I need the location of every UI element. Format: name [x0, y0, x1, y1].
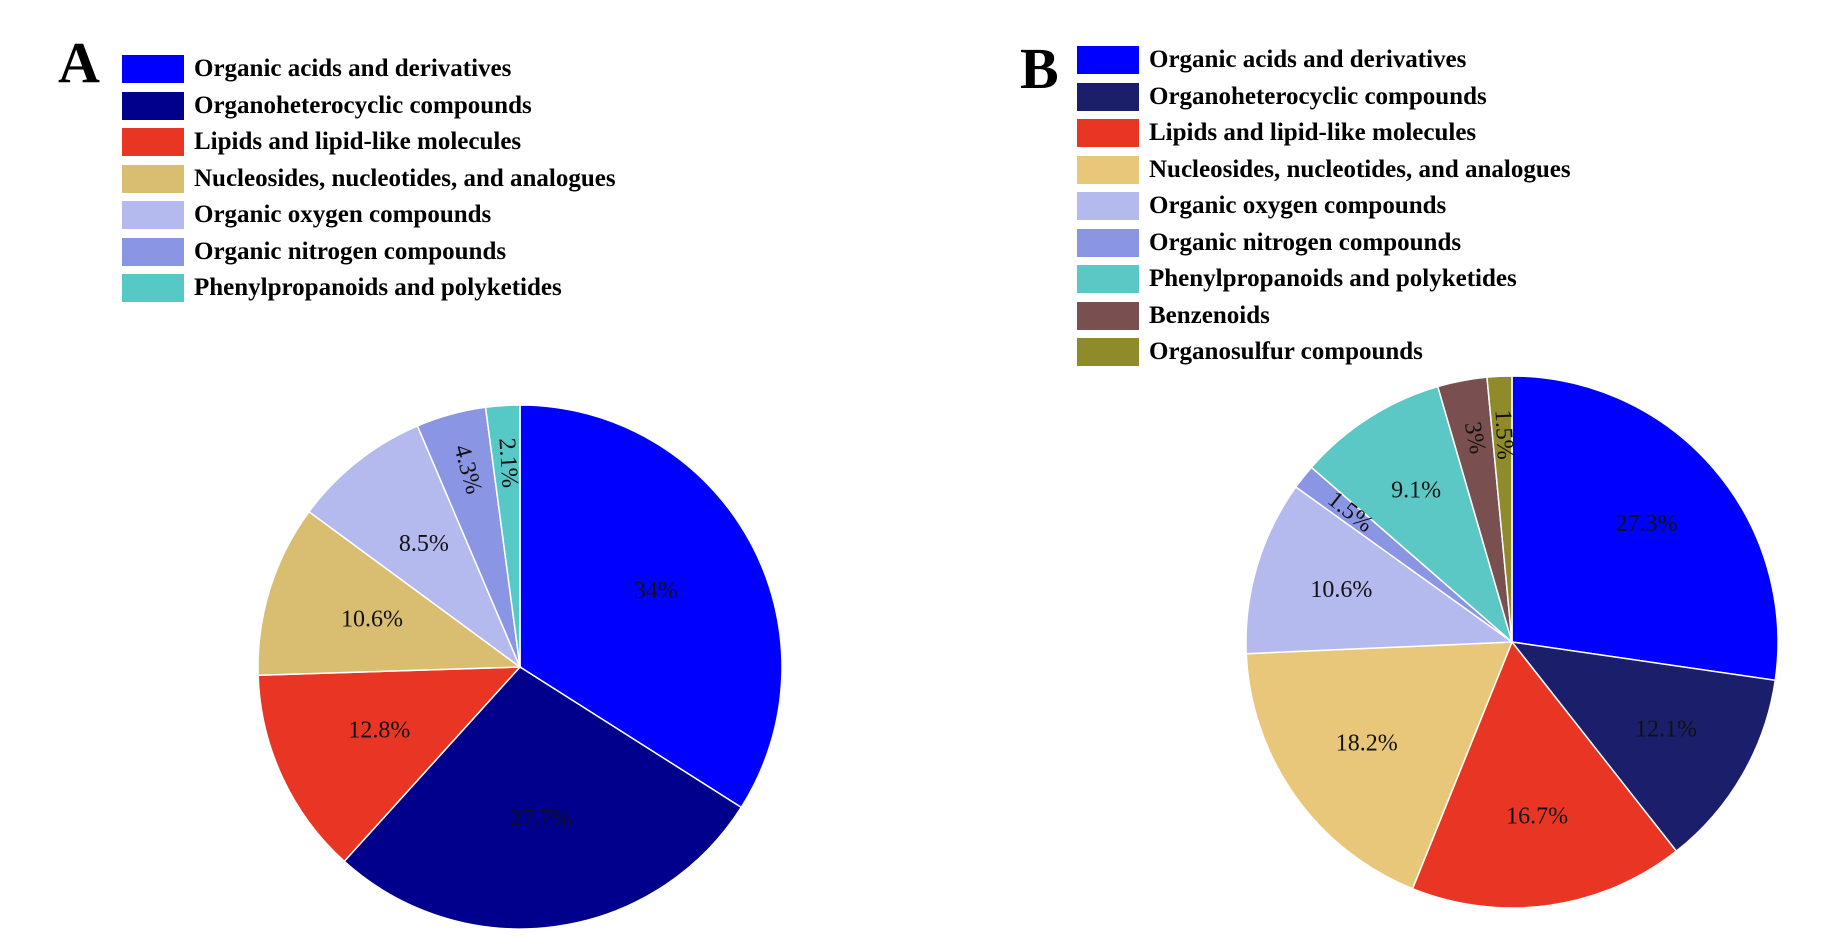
legend-swatch: [1077, 265, 1139, 294]
legend-label: Organoheterocyclic compounds: [1149, 82, 1487, 110]
data-label: 18.2%: [1336, 730, 1398, 756]
legend-item-lipids-and-lipid-like-molecules: Lipids and lipid-like molecules: [1077, 115, 1571, 152]
legend-item-organic-acids-and-derivatives: Organic acids and derivatives: [122, 51, 616, 88]
pie-slice-lipids-and-lipid-like-molecules: [1411, 640, 1678, 909]
legend-label: Organic nitrogen compounds: [194, 237, 507, 265]
data-label: 27.7%: [510, 806, 572, 832]
legend-swatch: [1077, 301, 1139, 330]
legend-item-organic-nitrogen-compounds: Organic nitrogen compounds: [1077, 225, 1571, 262]
legend-item-organic-oxygen-compounds: Organic oxygen compounds: [1077, 188, 1571, 225]
pie-slice-organosulfur-compounds: [1486, 375, 1513, 643]
data-label: 10.6%: [341, 606, 403, 632]
legend-item-phenylpropanoids-and-polyketides: Phenylpropanoids and polyketides: [1077, 261, 1571, 298]
pie-slice-nucleosides-nucleotides-and-analogues: [257, 510, 523, 677]
legend-item-organosulfur-compounds: Organosulfur compounds: [1077, 334, 1571, 371]
data-label: 1.5%: [1490, 409, 1518, 460]
legend-swatch: [122, 55, 184, 84]
data-label: 9.1%: [1391, 478, 1441, 504]
pie-slice-organoheterocyclic-compounds: [1510, 640, 1777, 853]
data-label: 3%: [1459, 420, 1491, 456]
legend-swatch: [1077, 82, 1139, 111]
legend-label: Phenylpropanoids and polyketides: [1149, 265, 1517, 293]
legend-label: Nucleosides, nucleotides, and analogues: [194, 164, 616, 192]
legend-item-nucleosides-nucleotides-and-analogues: Nucleosides, nucleotides, and analogues: [1077, 152, 1571, 189]
data-label: 27.3%: [1616, 511, 1678, 537]
pie-chart: 27.3%12.1%16.7%18.2%10.6%1.5% 9.1%3% 1.5%: [1245, 375, 1779, 909]
legend-label: Organosulfur compounds: [1149, 338, 1423, 366]
pie-slice-organic-acids-and-derivatives: [1511, 375, 1779, 682]
panel-label: A: [58, 30, 100, 95]
legend-label: Phenylpropanoids and polyketides: [194, 274, 562, 302]
legend: Organic acids and derivatives Organoheter…: [1077, 42, 1571, 371]
legend-label: Organic oxygen compounds: [1149, 192, 1447, 220]
legend-swatch: [122, 237, 184, 266]
legend-item-organic-oxygen-compounds: Organic oxygen compounds: [122, 197, 616, 234]
legend-label: Organic acids and derivatives: [1149, 46, 1467, 74]
legend: Organic acids and derivatives Organoheter…: [122, 51, 616, 307]
legend-label: Benzenoids: [1149, 301, 1270, 329]
data-label: 10.6%: [1310, 577, 1372, 603]
legend-swatch: [1077, 46, 1139, 75]
data-label: 8.5%: [399, 531, 449, 557]
legend-swatch: [1077, 119, 1139, 148]
data-label: 2.1%: [493, 437, 522, 489]
legend-swatch: [1077, 228, 1139, 257]
legend-swatch: [1077, 338, 1139, 367]
panel-label: B: [1020, 36, 1059, 101]
legend-swatch: [122, 128, 184, 157]
pie-slice-phenylpropanoids-and-polyketides: [1310, 385, 1514, 645]
legend-item-nucleosides-nucleotides-and-analogues: Nucleosides, nucleotides, and analogues: [122, 161, 616, 198]
data-label: 12.1%: [1635, 717, 1697, 743]
legend-item-organoheterocyclic-compounds: Organoheterocyclic compounds: [1077, 79, 1571, 116]
chart-panel-b: B Organic acids and derivatives Organohet…: [917, 0, 1834, 952]
pie-chart: 34%27.7%12.8%10.6%8.5%4.3% 2.1%: [257, 404, 783, 930]
legend-item-organic-acids-and-derivatives: Organic acids and derivatives: [1077, 42, 1571, 79]
pie-slice-organic-acids-and-derivatives: [519, 404, 783, 809]
legend-label: Lipids and lipid-like molecules: [194, 128, 522, 156]
legend-label: Lipids and lipid-like molecules: [1149, 119, 1477, 147]
pie-slice-nucleosides-nucleotides-and-analogues: [1245, 641, 1514, 890]
legend-swatch: [1077, 192, 1139, 221]
legend-item-benzenoids: Benzenoids: [1077, 298, 1571, 335]
legend-item-organoheterocyclic-compounds: Organoheterocyclic compounds: [122, 88, 616, 125]
data-label: 12.8%: [348, 718, 410, 744]
legend-swatch: [122, 201, 184, 230]
pie-slice-organic-oxygen-compounds: [307, 424, 522, 670]
legend-label: Organic acids and derivatives: [194, 55, 512, 83]
legend-label: Organic oxygen compounds: [194, 201, 492, 229]
legend-swatch: [122, 91, 184, 120]
legend-label: Organoheterocyclic compounds: [194, 91, 532, 119]
pie-slice-organoheterocyclic-compounds: [343, 666, 743, 930]
legend-item-phenylpropanoids-and-polyketides: Phenylpropanoids and polyketides: [122, 270, 616, 307]
pie-slice-phenylpropanoids-and-polyketides: [484, 404, 521, 668]
legend-swatch: [122, 164, 184, 193]
legend-swatch: [1077, 155, 1139, 184]
legend-item-organic-nitrogen-compounds: Organic nitrogen compounds: [122, 234, 616, 271]
pie-slice-organic-oxygen-compounds: [1245, 485, 1515, 655]
data-label: 34%: [634, 578, 678, 604]
legend-swatch: [122, 274, 184, 303]
data-label: 16.7%: [1506, 804, 1568, 830]
legend-label: Organic nitrogen compounds: [1149, 228, 1462, 256]
legend-item-lipids-and-lipid-like-molecules: Lipids and lipid-like molecules: [122, 124, 616, 161]
chart-panel-a: A Organic acids and derivatives Organohet…: [58, 30, 783, 930]
legend-label: Nucleosides, nucleotides, and analogues: [1149, 155, 1571, 183]
pie-slice-lipids-and-lipid-like-molecules: [257, 666, 522, 863]
